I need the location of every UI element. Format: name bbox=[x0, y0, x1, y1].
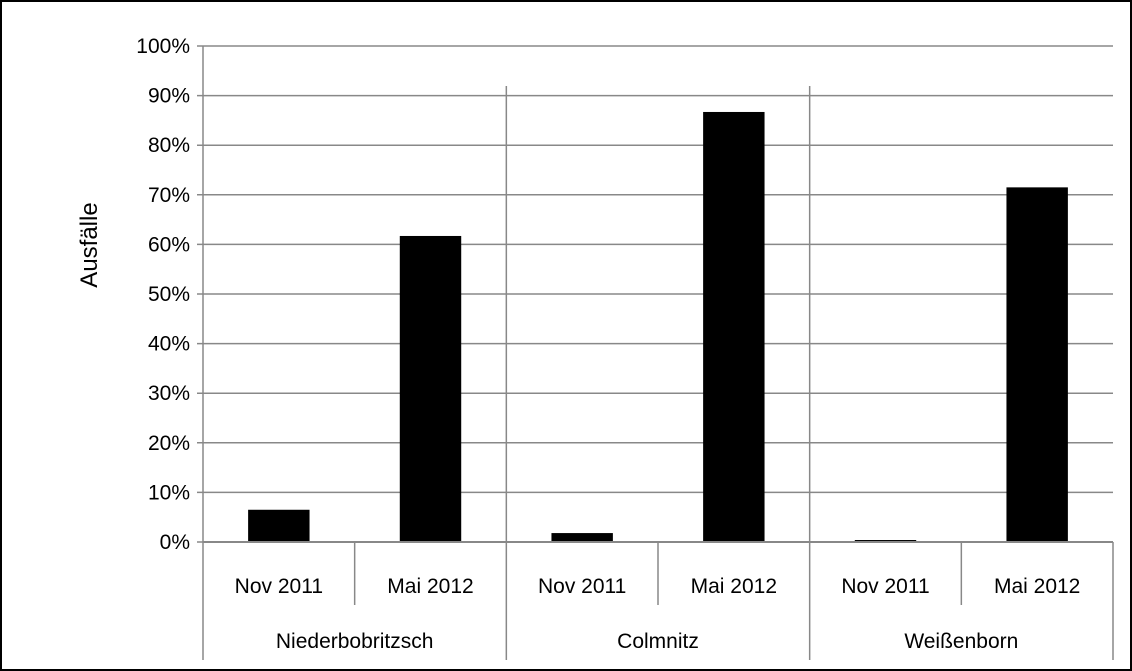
x-category-label: Mai 2012 bbox=[387, 575, 473, 598]
y-tick-label: 50% bbox=[148, 283, 190, 306]
x-category-label: Mai 2012 bbox=[691, 575, 777, 598]
y-axis-title: Ausfälle bbox=[76, 202, 103, 287]
y-tick-label: 20% bbox=[148, 432, 190, 455]
labels: 0% 10% 20% 30% 40% 50% 60% 70% 80% 90% 100% Nov 201… bbox=[136, 35, 1080, 653]
y-tick-label: 100% bbox=[136, 35, 190, 58]
bars bbox=[248, 111, 1068, 543]
y-tick-label: 10% bbox=[148, 481, 190, 504]
y-tick-label: 70% bbox=[148, 184, 190, 207]
x-group-label: Weißenborn bbox=[904, 630, 1018, 653]
bar bbox=[248, 509, 310, 542]
x-category-label: Nov 2011 bbox=[841, 575, 929, 598]
x-category-label: Mai 2012 bbox=[994, 575, 1080, 598]
y-tick-label: 30% bbox=[148, 382, 190, 405]
x-category-label: Nov 2011 bbox=[538, 575, 626, 598]
bar bbox=[551, 533, 613, 542]
y-tick-label: 90% bbox=[148, 85, 190, 108]
bar bbox=[703, 111, 765, 542]
x-category-label: Nov 2011 bbox=[235, 575, 323, 598]
y-tick-label: 60% bbox=[148, 233, 190, 256]
axes bbox=[202, 46, 1114, 660]
y-tick-label: 0% bbox=[160, 531, 190, 554]
bar bbox=[1006, 187, 1068, 543]
bar bbox=[399, 235, 462, 542]
y-tick-label: 40% bbox=[148, 333, 190, 356]
x-group-label: Colmnitz bbox=[617, 630, 699, 653]
x-group-label: Niederbobritzsch bbox=[276, 630, 434, 653]
y-tick-label: 80% bbox=[148, 134, 190, 157]
